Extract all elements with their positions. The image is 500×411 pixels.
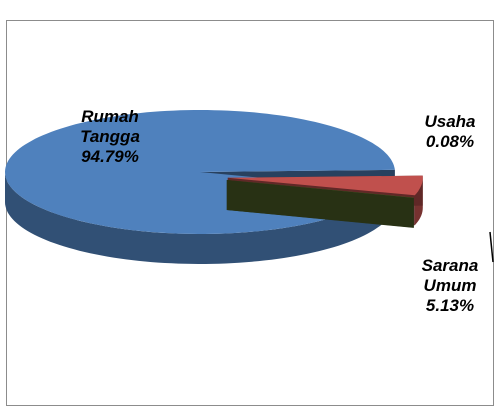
category-label: Usaha [424,112,476,131]
chart-frame [6,20,494,406]
leader-line [489,231,494,263]
value-label: 5.13% [425,296,475,315]
data-label: Usaha 0.08% [400,112,500,152]
value-label: 0.08% [425,132,475,151]
category-label: Rumah Tangga [80,107,140,146]
value-label: 94.79% [81,147,139,166]
data-label: Rumah Tangga 94.79% [70,107,150,167]
slice-side [5,172,387,264]
slice [226,180,414,198]
category-label: Sarana Umum [421,256,479,295]
slice [227,175,423,196]
data-label: Sarana Umum 5.13% [405,256,495,316]
slice-edge [226,180,414,228]
